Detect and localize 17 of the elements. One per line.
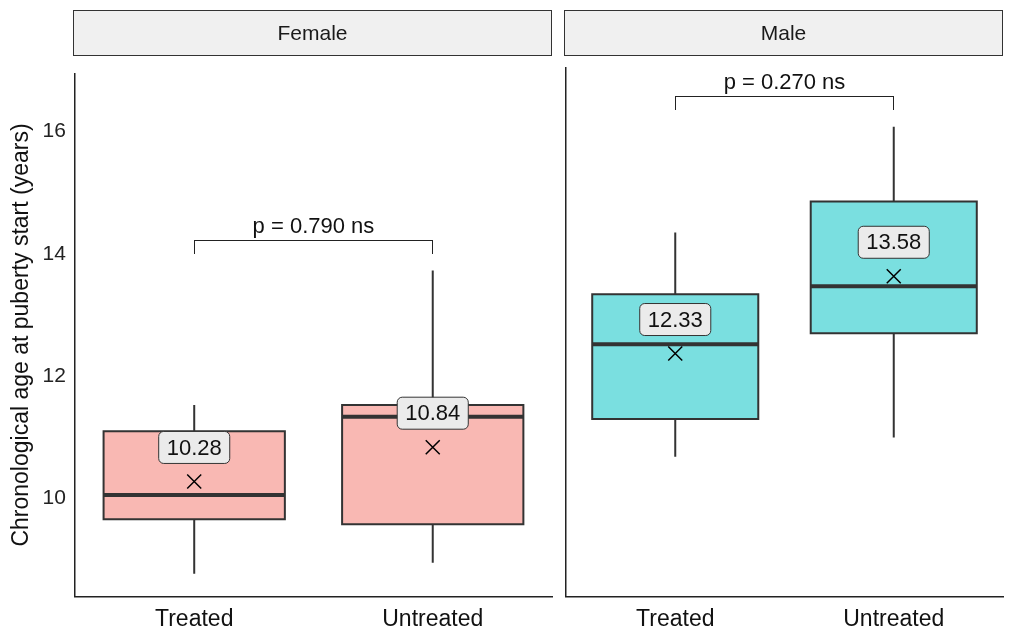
x-tick-label: Treated — [636, 604, 715, 631]
annotation: 12.33 — [647, 306, 703, 332]
chart-title: Female — [72, 10, 552, 56]
y-axis-title: Chronological age at puberty start (years) — [7, 123, 34, 547]
x-tick-label: Untreated — [382, 604, 484, 631]
y-tick-label: 16 — [42, 118, 66, 142]
annotation: 10.84 — [405, 400, 461, 426]
x-tick-label: Untreated — [843, 604, 945, 631]
y-tick-label: 12 — [42, 363, 66, 387]
annotation: 10.28 — [166, 434, 222, 460]
annotation: p = 0.270 ns — [723, 68, 846, 94]
annotation: 13.58 — [866, 229, 922, 255]
y-tick-label: 10 — [42, 485, 66, 509]
x-tick-label: Treated — [155, 604, 234, 631]
y-tick-label: 14 — [42, 240, 67, 264]
annotation: p = 0.790 ns — [252, 212, 375, 238]
chart-title: Male — [564, 10, 1003, 56]
